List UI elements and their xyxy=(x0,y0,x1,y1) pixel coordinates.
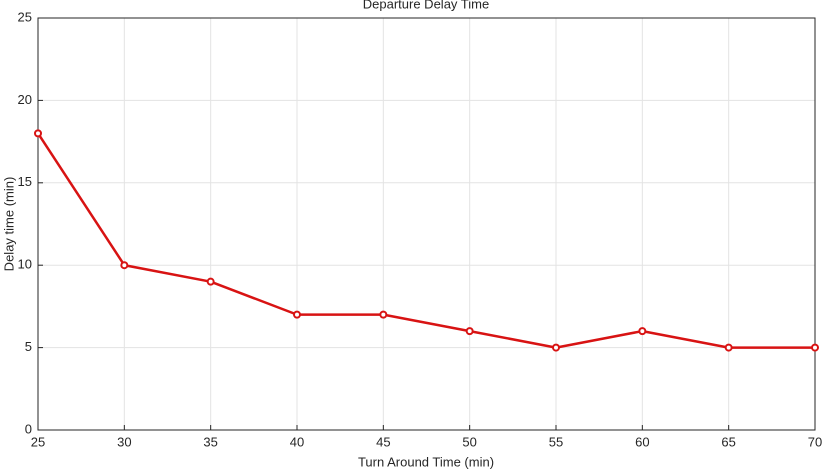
y-tick-label: 20 xyxy=(18,92,32,107)
data-point xyxy=(811,343,819,352)
x-tick-label: 35 xyxy=(203,434,217,449)
x-tick-label: 40 xyxy=(290,434,304,449)
y-tick-label: 25 xyxy=(18,9,32,24)
data-point xyxy=(552,343,560,352)
x-tick-label: 30 xyxy=(117,434,131,449)
chart-title: Departure Delay Time xyxy=(363,0,489,11)
data-point xyxy=(638,327,647,336)
data-point xyxy=(34,129,42,138)
x-tick-label: 25 xyxy=(31,434,45,449)
x-tick-label: 70 xyxy=(808,434,822,449)
y-axis-label: Delay time (min) xyxy=(1,177,16,272)
data-point xyxy=(465,327,474,336)
x-tick-label: 65 xyxy=(721,434,735,449)
data-point xyxy=(120,261,129,270)
data-point xyxy=(206,277,215,286)
y-tick-label: 0 xyxy=(25,421,32,436)
x-tick-label: 50 xyxy=(462,434,476,449)
data-line xyxy=(36,132,815,349)
data-point xyxy=(293,310,301,319)
y-tick-label: 5 xyxy=(25,339,32,354)
x-tick-label: 45 xyxy=(376,434,390,449)
x-axis-label: Turn Around Time (min) xyxy=(358,454,494,469)
x-tick-label: 60 xyxy=(635,434,649,449)
data-point xyxy=(379,310,388,319)
plot-frame xyxy=(37,17,816,431)
y-tick-label: 15 xyxy=(18,174,32,189)
y-tick-label: 10 xyxy=(18,257,32,272)
data-point xyxy=(724,343,733,352)
x-tick-label: 55 xyxy=(549,434,563,449)
